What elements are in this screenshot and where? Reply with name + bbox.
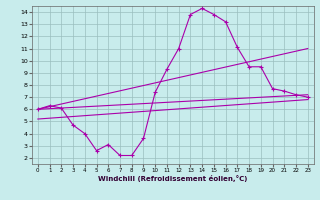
X-axis label: Windchill (Refroidissement éolien,°C): Windchill (Refroidissement éolien,°C) <box>98 175 247 182</box>
